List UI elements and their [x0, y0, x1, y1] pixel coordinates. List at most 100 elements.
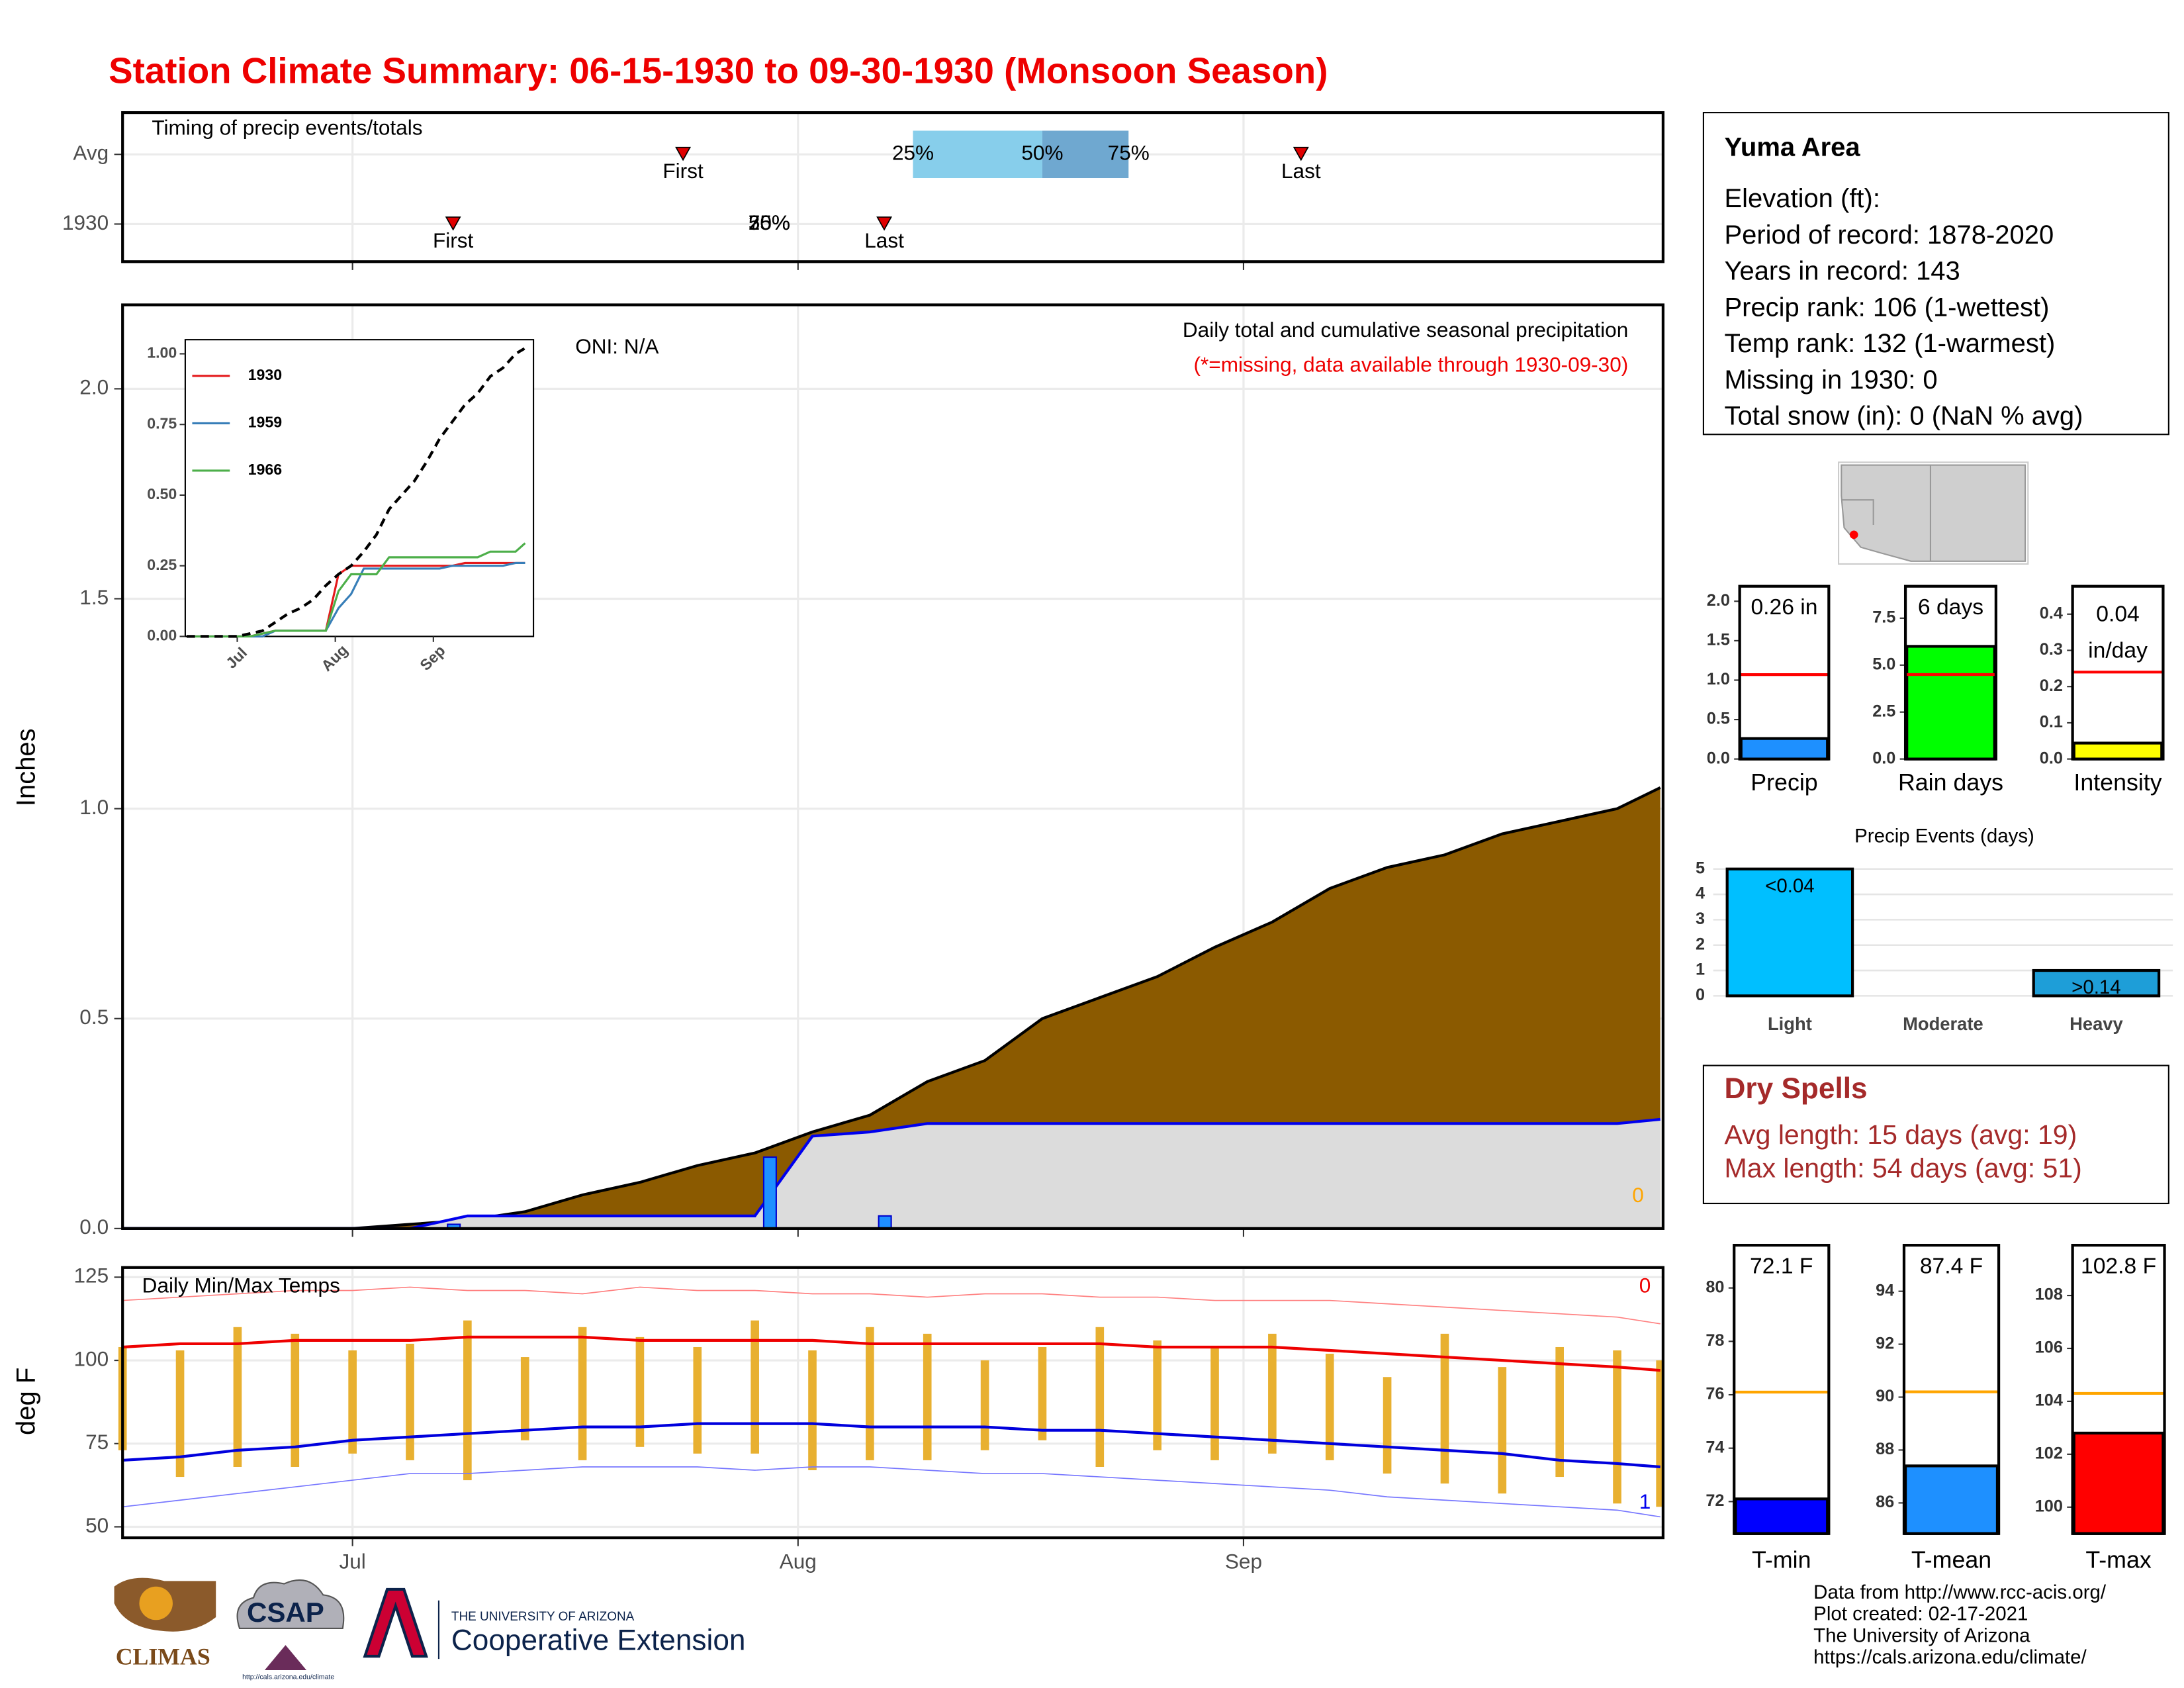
temp-range-bar: [635, 1336, 645, 1447]
gauge-bar: [2072, 741, 2163, 761]
gauge-value-label: 87.4 F: [1920, 1254, 1983, 1279]
y-tick-label: 92: [1876, 1334, 1894, 1352]
y-tick-label: 100: [74, 1346, 109, 1370]
temp-range-bar: [406, 1343, 414, 1460]
y-tick-label: 94: [1876, 1281, 1894, 1299]
x-tick-label: Aug: [780, 1549, 817, 1573]
y-tick-label: 0.75: [147, 414, 177, 432]
gauge-bar: [1739, 737, 1829, 761]
event-marker: [876, 216, 893, 231]
temp-range-bar: [520, 1357, 529, 1440]
x-tick-label: Heavy: [2070, 1013, 2123, 1034]
oni-label: ONI: N/A: [575, 334, 659, 358]
y-tick-label: 1.0: [79, 795, 109, 819]
missing-count: 0: [1632, 1183, 1644, 1207]
legend-label: 1959: [248, 414, 283, 431]
gauge-bar: [1903, 1464, 1999, 1535]
y-tick-label: 2: [1696, 935, 1705, 953]
x-tick-label: Jul: [339, 1549, 365, 1573]
row-label: 1930: [62, 211, 109, 234]
y-tick-label: 0.3: [2040, 640, 2063, 659]
gauge-frame: [1903, 585, 1997, 761]
event-marker: [1293, 146, 1309, 162]
gauge-frame: [1738, 585, 1831, 761]
temp-range-bar: [808, 1350, 817, 1471]
gauge-bg: [1739, 586, 1829, 759]
cumulative-area: [122, 1119, 1661, 1229]
event-label: Last: [1281, 159, 1321, 183]
row-label: Avg: [73, 141, 109, 165]
y-tick-label: 1.00: [147, 344, 177, 361]
page-title: Station Climate Summary: 06-15-1930 to 0…: [109, 50, 1328, 91]
y-tick-label: 0.2: [2040, 677, 2063, 695]
y-tick-label: 0.1: [2040, 713, 2063, 731]
gauge-bg: [1734, 1245, 1829, 1534]
csap-mountain: [264, 1645, 307, 1671]
gauge-x-label: Intensity: [2073, 769, 2161, 796]
temp-range-bar: [980, 1360, 989, 1450]
climas-text: CLIMAS: [116, 1643, 210, 1669]
gauge-x-label: Rain days: [1898, 769, 2003, 796]
inset-bg: [184, 339, 535, 637]
y-tick-label: 7.5: [1872, 608, 1895, 627]
panel-title: Daily Min/Max Temps: [142, 1274, 340, 1297]
panel-frame: [121, 1266, 1664, 1540]
record-high-count: 0: [1639, 1274, 1651, 1297]
dry-spells-title: Dry Spells: [1724, 1072, 1867, 1105]
temp-range-bar: [1498, 1367, 1507, 1494]
temp-range-bar: [1268, 1333, 1277, 1454]
event-label: Last: [864, 228, 904, 252]
dry-spells-line: Avg length: 15 days (avg: 19): [1724, 1119, 2077, 1150]
gauge-frame: [2071, 1244, 2166, 1535]
legend-label: 1930: [248, 366, 282, 383]
cumulative-area: [122, 787, 1661, 1229]
gauge-bar: [1734, 1497, 1829, 1535]
y-tick-label: 80: [1706, 1278, 1724, 1296]
record-low-count: 1: [1639, 1489, 1651, 1513]
y-tick-label: 0.25: [147, 556, 177, 573]
y-tick-label: 0.5: [79, 1005, 109, 1029]
temp-line: [122, 1335, 1661, 1372]
quartile-label: 50%: [1021, 141, 1063, 165]
extension-text: Cooperative Extension: [451, 1624, 746, 1657]
station-info: Missing in 1930: 0: [1724, 365, 1937, 395]
y-tick-label: 0.0: [79, 1215, 109, 1239]
y-tick-label: 86: [1876, 1493, 1894, 1511]
panel-title: Timing of precip events/totals: [152, 116, 422, 140]
y-tick-label: 90: [1876, 1387, 1894, 1405]
y-tick-label: 0.50: [147, 485, 177, 502]
y-tick-label: 50: [85, 1513, 109, 1537]
gauge-x-label: T-mean: [1911, 1546, 1991, 1573]
station-info: Elevation (ft):: [1724, 184, 1880, 213]
temp-range-bar: [923, 1333, 932, 1460]
csap-cloud: [236, 1579, 345, 1629]
bar-label: >0.14: [2071, 976, 2121, 998]
chart-subtitle: Daily total and cumulative seasonal prec…: [1183, 318, 1628, 342]
panel-bg: [122, 1267, 1663, 1538]
gauge-frame: [1733, 1244, 1831, 1535]
station-info: Precip rank: 106 (1-wettest): [1724, 293, 2049, 322]
y-tick-label: 1: [1696, 961, 1705, 979]
temp-range-bar: [1555, 1346, 1564, 1477]
station-info: Temp rank: 132 (1-warmest): [1724, 329, 2055, 358]
gauge-value-label: 72.1 F: [1750, 1254, 1813, 1279]
credit-line: The University of Arizona: [1813, 1624, 2030, 1646]
gauge-bar: [2072, 1431, 2165, 1535]
temp-range-bar: [866, 1327, 874, 1460]
quartile-label: 75%: [1108, 141, 1150, 165]
y-tick-label: 102: [2035, 1444, 2063, 1463]
panel-bg: [122, 113, 1663, 262]
gauge-value-label: 102.8 F: [2081, 1254, 2156, 1279]
y-tick-label: 1.5: [79, 585, 109, 609]
y-tick-label: 106: [2035, 1338, 2063, 1357]
average-line: [187, 347, 526, 638]
y-tick-label: 75: [85, 1430, 109, 1454]
station-name: Yuma Area: [1724, 132, 1860, 162]
chart-title: Precip Events (days): [1854, 825, 2034, 847]
temp-line: [122, 1286, 1661, 1325]
event-label: First: [662, 159, 704, 183]
y-tick-label: 0.0: [1872, 749, 1895, 767]
csap-text: CSAP: [247, 1597, 324, 1628]
arizona-a: [363, 1587, 428, 1658]
